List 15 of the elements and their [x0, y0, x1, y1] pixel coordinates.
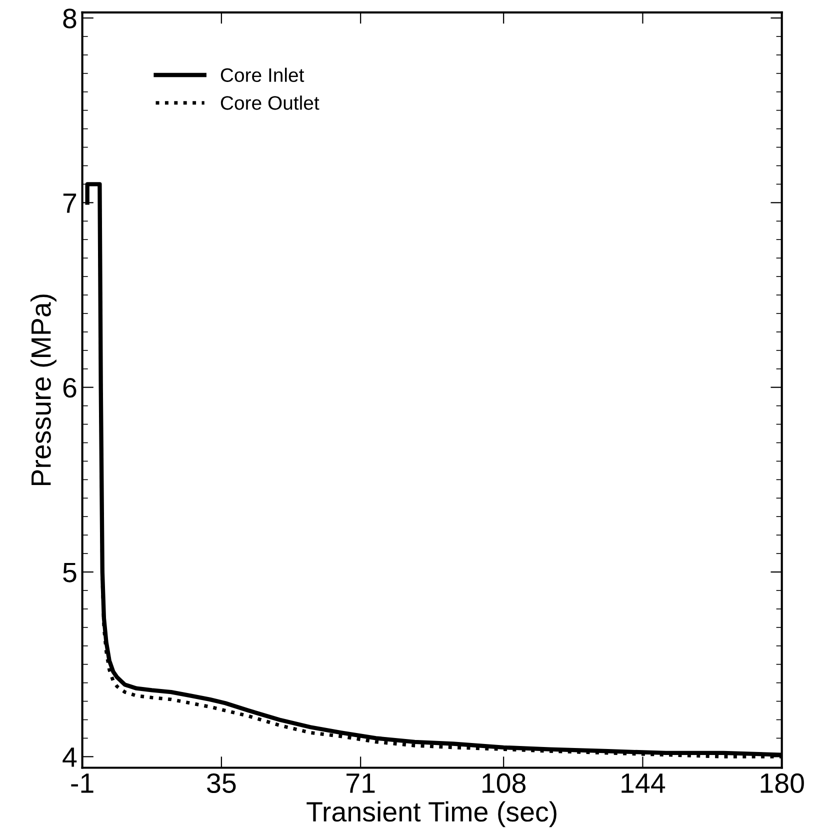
x-axis-title: Transient Time (sec): [306, 801, 556, 828]
y-tick-label: 7: [63, 194, 76, 213]
x-tick-label: 180: [760, 773, 804, 794]
y-tick-label: 8: [63, 8, 76, 28]
y-tick-label: 6: [63, 378, 76, 398]
legend-label: Core Outlet: [220, 96, 320, 110]
x-tick-label: 71: [346, 774, 375, 793]
y-tick-label: 5: [63, 562, 76, 582]
y-tick-label: 4: [62, 748, 77, 767]
x-tick-label: 144: [622, 774, 666, 793]
x-tick-label: 108: [482, 773, 526, 794]
x-tick-label: -1: [71, 774, 94, 793]
x-tick-label: 35: [207, 773, 236, 794]
legend-label: Core Inlet: [220, 68, 304, 82]
y-axis-title: Pressure (MPa): [30, 294, 56, 486]
